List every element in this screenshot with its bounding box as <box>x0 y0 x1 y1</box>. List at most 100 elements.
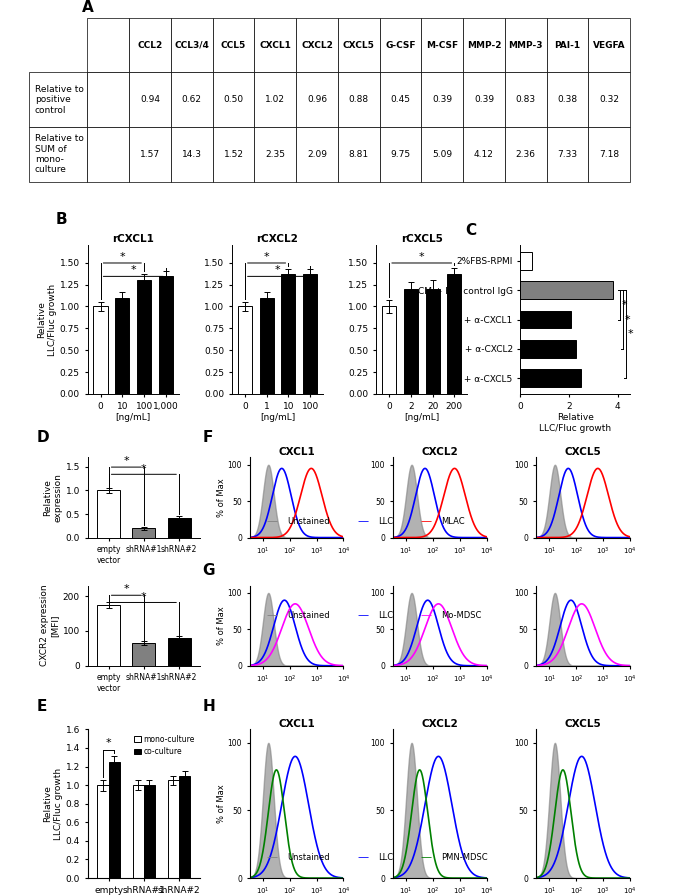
Text: —: — <box>357 852 368 862</box>
Text: —: — <box>357 610 368 620</box>
Text: A: A <box>82 0 94 14</box>
MLAC <box>245 532 253 543</box>
Bar <box>520 340 576 358</box>
Text: *: * <box>120 252 125 262</box>
Text: E: E <box>37 700 47 714</box>
Bar <box>520 281 613 299</box>
Bar <box>260 297 274 394</box>
LLC <box>577 504 585 515</box>
LLC <box>626 532 634 543</box>
Bar <box>116 297 130 394</box>
Title: CXCL1: CXCL1 <box>278 719 315 728</box>
Text: *: * <box>274 265 280 275</box>
Text: —: — <box>266 516 277 526</box>
Text: B: B <box>55 212 67 228</box>
Bar <box>94 306 108 394</box>
Title: rCXCL1: rCXCL1 <box>112 235 154 245</box>
Text: —: — <box>420 852 431 862</box>
LLC <box>290 506 299 517</box>
MLAC <box>532 532 540 543</box>
Y-axis label: Relative
LLC/Fluc growth: Relative LLC/Fluc growth <box>38 283 57 356</box>
Title: CXCL2: CXCL2 <box>421 447 458 457</box>
Title: rCXCL2: rCXCL2 <box>256 235 298 245</box>
Y-axis label: % of Max: % of Max <box>217 607 226 645</box>
Line: MLAC: MLAC <box>536 469 630 538</box>
Line: LLC: LLC <box>249 469 344 538</box>
MLAC <box>482 531 491 542</box>
LLC <box>434 506 442 517</box>
X-axis label: [ng/mL]: [ng/mL] <box>404 413 440 422</box>
LLC <box>624 532 632 543</box>
Text: —: — <box>266 852 277 862</box>
Text: D: D <box>37 430 50 445</box>
LLC <box>433 504 442 515</box>
Bar <box>447 274 461 394</box>
MLAC <box>466 508 474 519</box>
MLAC <box>290 513 298 523</box>
Text: Unstained: Unstained <box>287 853 330 862</box>
Title: CXCL5: CXCL5 <box>565 719 601 728</box>
Bar <box>132 643 155 666</box>
Text: —: — <box>420 610 431 620</box>
Title: CXCL5: CXCL5 <box>565 447 601 457</box>
Text: Mo-MDSC: Mo-MDSC <box>441 611 482 620</box>
Text: Unstained: Unstained <box>287 517 330 526</box>
LLC <box>290 504 299 515</box>
Bar <box>167 638 190 666</box>
LLC <box>421 463 429 474</box>
MLAC <box>609 508 617 519</box>
Y-axis label: % of Max: % of Max <box>217 784 226 823</box>
Text: LLC: LLC <box>378 611 393 620</box>
Text: MLAC: MLAC <box>441 517 465 526</box>
X-axis label: [ng/mL]: [ng/mL] <box>116 413 150 422</box>
Bar <box>520 252 533 270</box>
MLAC <box>624 530 632 541</box>
Text: G: G <box>202 563 215 578</box>
LLC <box>389 532 397 543</box>
Line: LLC: LLC <box>536 469 630 538</box>
MLAC <box>594 463 602 474</box>
X-axis label: Relative
LLC/Fluc growth: Relative LLC/Fluc growth <box>539 413 611 433</box>
Bar <box>382 306 396 394</box>
Bar <box>144 785 155 878</box>
Title: CXCL1: CXCL1 <box>278 447 315 457</box>
Text: —: — <box>420 516 431 526</box>
Y-axis label: % of Max: % of Max <box>217 478 226 517</box>
Bar <box>520 311 571 328</box>
MLAC <box>588 472 596 483</box>
LLC <box>564 463 573 474</box>
Text: *: * <box>622 300 627 310</box>
Text: —: — <box>357 516 368 526</box>
X-axis label: [ng/mL]: [ng/mL] <box>260 413 295 422</box>
Text: Unstained: Unstained <box>287 611 330 620</box>
LLC <box>578 506 586 517</box>
Bar <box>238 306 252 394</box>
MLAC <box>444 472 453 483</box>
LLC <box>466 532 474 543</box>
Bar <box>97 785 108 878</box>
LLC <box>444 530 453 540</box>
Bar <box>108 762 120 878</box>
Text: C: C <box>466 223 477 237</box>
Bar <box>97 605 120 666</box>
Line: MLAC: MLAC <box>249 469 344 538</box>
Bar <box>159 276 173 394</box>
MLAC <box>301 472 309 483</box>
Text: *: * <box>130 265 136 275</box>
Bar <box>303 274 317 394</box>
LLC <box>440 523 448 534</box>
LLC <box>245 532 253 543</box>
MLAC <box>290 511 299 521</box>
Text: LLC: LLC <box>378 853 393 862</box>
Bar <box>426 289 440 394</box>
MLAC <box>577 511 585 521</box>
Text: *: * <box>123 584 129 594</box>
Text: *: * <box>624 314 630 324</box>
Bar <box>404 289 418 394</box>
Text: *: * <box>141 463 147 473</box>
MLAC <box>440 491 448 502</box>
LLC <box>480 532 489 543</box>
LLC <box>588 530 596 540</box>
MLAC <box>337 530 346 541</box>
LLC <box>296 523 304 534</box>
